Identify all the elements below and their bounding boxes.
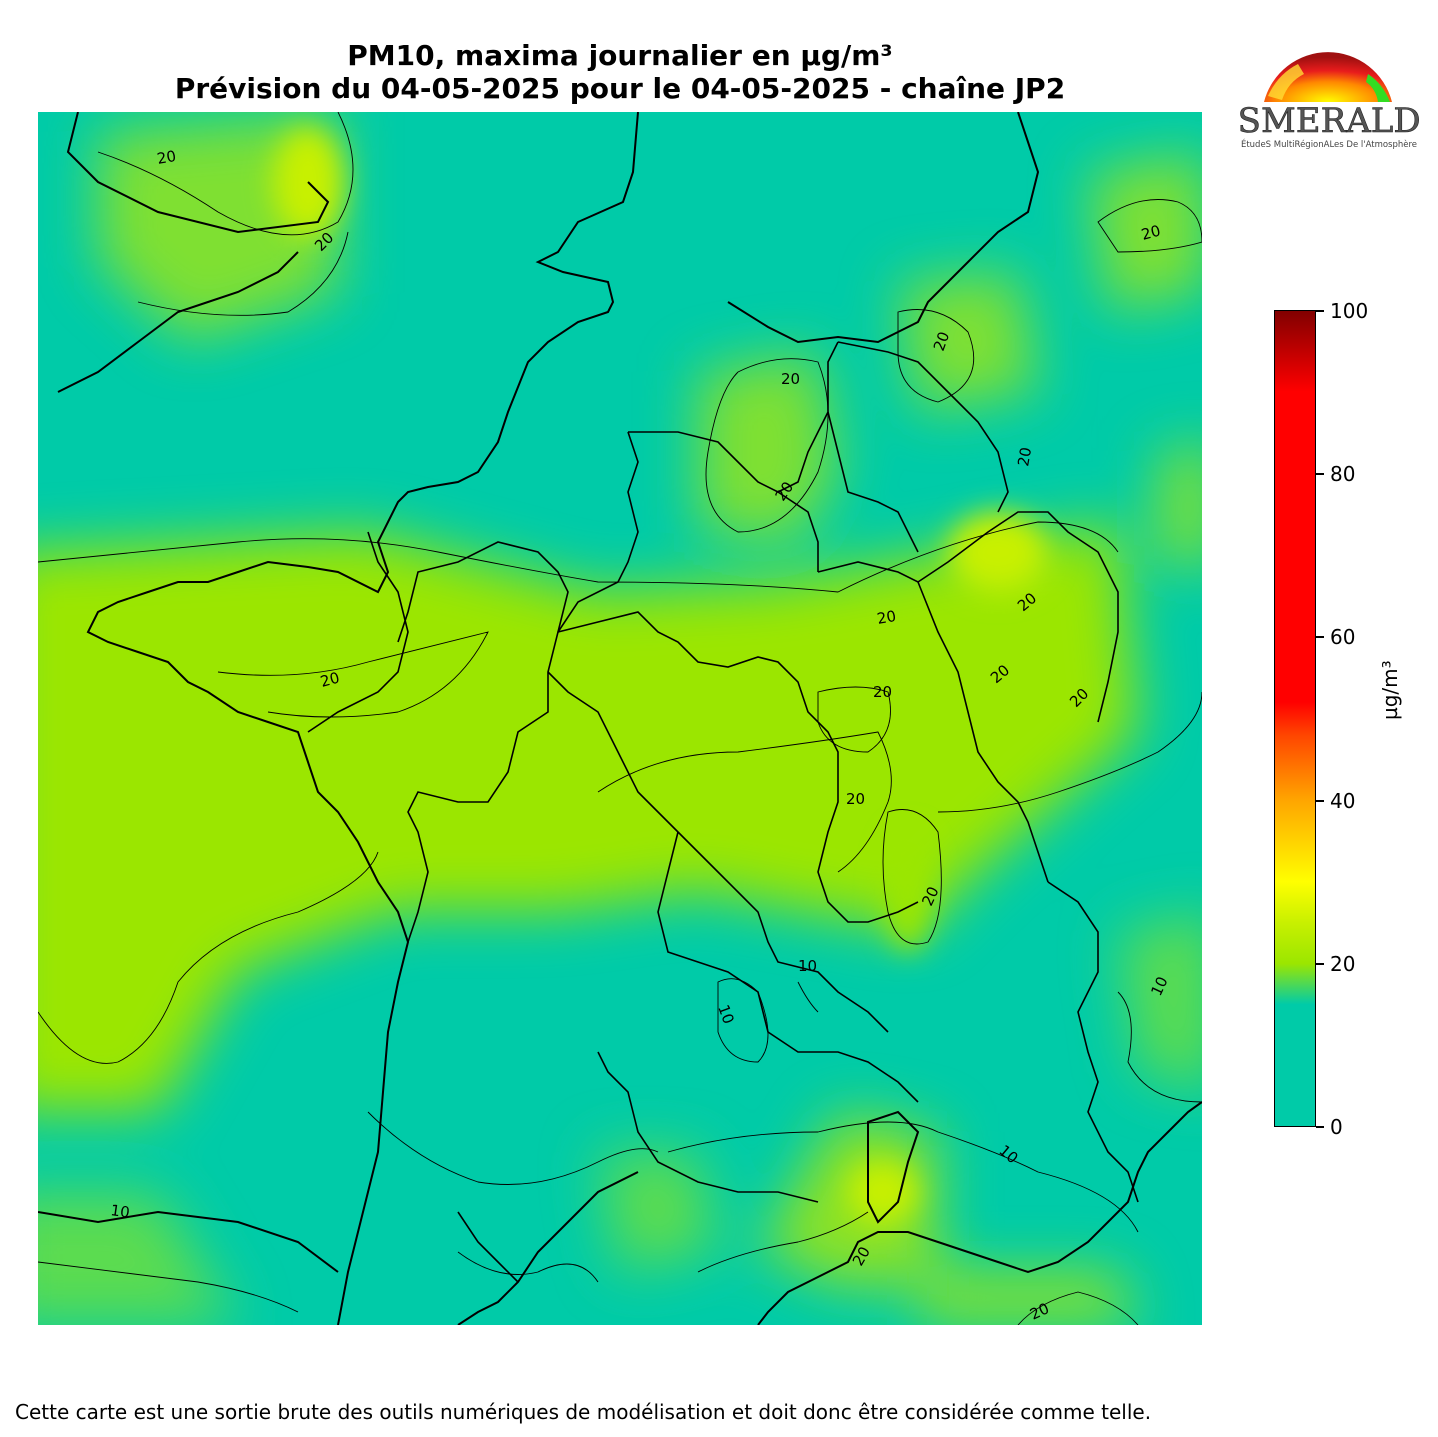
colorbar-unit-label: µg/m³ (1378, 660, 1402, 720)
contour-label: 20 (318, 669, 341, 691)
contour-label: 10 (109, 1201, 130, 1221)
contour-label: 20 (1014, 446, 1035, 468)
colorbar-frame (1274, 310, 1316, 1127)
contour-label: 20 (1139, 222, 1162, 244)
map-subtitle: Prévision du 04-05-2025 pour le 04-05-20… (174, 72, 1066, 105)
colorbar-tick (1316, 1126, 1324, 1128)
map-title: PM10, maxima journalier en µg/m³ (347, 39, 893, 72)
logo-tagline: ÉtudeS MultiRégionALes De l'Atmosphère (1241, 138, 1417, 150)
contour-lines (38, 112, 1202, 1325)
colorbar-tick (1316, 310, 1324, 312)
esmeralda-logo: ESMERALDA ÉtudeS MultiRégionALes De l'At… (1238, 52, 1420, 150)
colorbar-tick-label: 60 (1330, 625, 1356, 649)
contour-label: 20 (930, 329, 953, 353)
colorbar-tick (1316, 800, 1324, 802)
colorbar-tick (1316, 636, 1324, 638)
contour-label: 20 (873, 683, 892, 701)
contour-label: 10 (714, 1002, 737, 1026)
contour-label: 20 (876, 607, 898, 628)
contour-label: 20 (846, 790, 865, 808)
colorbar-tick-label: 40 (1330, 789, 1356, 813)
coastlines (38, 112, 1202, 1325)
disclaimer-text: Cette carte est une sortie brute des out… (15, 1400, 1152, 1424)
colorbar-tick-label: 80 (1330, 462, 1356, 486)
colorbar-tick-label: 0 (1330, 1115, 1343, 1139)
colorbar-tick-label: 100 (1330, 299, 1369, 323)
contour-label: 20 (781, 370, 800, 388)
logo-wordmark: ESMERALDA (1238, 101, 1420, 141)
colorbar-gradient (1274, 310, 1316, 1127)
pm10-forecast-map: 20 20 20 20 20 20 20 20 20 20 20 20 20 2… (38, 112, 1202, 1325)
concentration-field (38, 112, 1202, 1325)
colorbar-tick (1316, 963, 1324, 965)
colorbar-tick (1316, 473, 1324, 475)
contour-label: 20 (156, 147, 178, 168)
contour-label: 10 (798, 957, 817, 975)
colorbar-tick-label: 20 (1330, 952, 1356, 976)
